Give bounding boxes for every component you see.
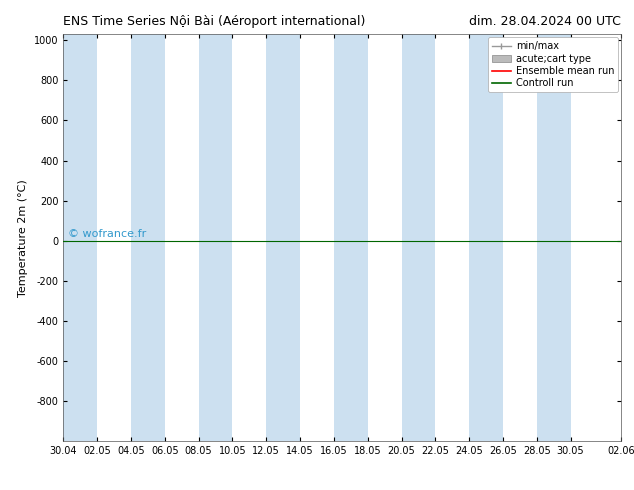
Bar bbox=[131, 34, 165, 441]
Bar bbox=[401, 34, 436, 441]
Legend: min/max, acute;cart type, Ensemble mean run, Controll run: min/max, acute;cart type, Ensemble mean … bbox=[488, 37, 618, 92]
Bar bbox=[266, 34, 300, 441]
Bar bbox=[469, 34, 503, 441]
Bar bbox=[537, 34, 571, 441]
Bar bbox=[198, 34, 233, 441]
Text: ENS Time Series Nội Bài (Aéroport international): ENS Time Series Nội Bài (Aéroport intern… bbox=[63, 15, 366, 28]
Y-axis label: Temperature 2m (°C): Temperature 2m (°C) bbox=[18, 179, 29, 296]
Text: © wofrance.fr: © wofrance.fr bbox=[68, 229, 146, 239]
Bar bbox=[334, 34, 368, 441]
Text: dim. 28.04.2024 00 UTC: dim. 28.04.2024 00 UTC bbox=[469, 15, 621, 28]
Bar bbox=[63, 34, 97, 441]
